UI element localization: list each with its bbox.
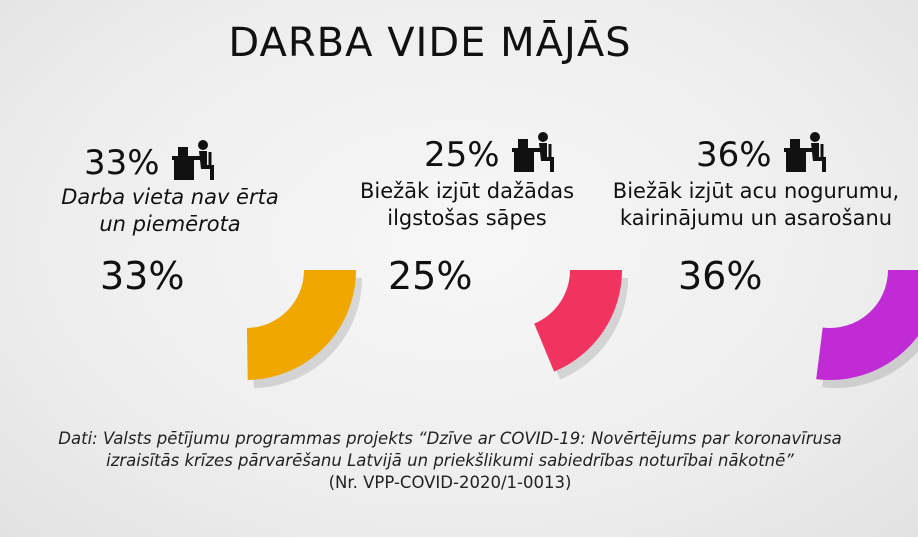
stat-header-2: 25% <box>424 130 558 180</box>
footer-line-3: (Nr. VPP-COVID-2020/1-0013) <box>328 473 572 492</box>
person-at-desk-icon <box>782 130 830 180</box>
ring-segment-3 <box>816 270 918 380</box>
stat-percent-1: 33% <box>84 143 160 183</box>
footer-source-label: Dati: <box>58 429 98 448</box>
person-at-desk-icon <box>510 130 558 180</box>
stat-header-3: 36% <box>696 130 830 180</box>
stat-description-3: Biežāk izjūt acu nogurumu, kairinājumu u… <box>596 178 916 232</box>
footer-line-1-text: Valsts pētījumu programmas projekts “Dzī… <box>102 429 842 448</box>
stat-description-2-line1: Biežāk izjūt dažādas <box>359 179 575 203</box>
footer-line-1: Dati: Valsts pētījumu programmas projekt… <box>0 428 900 450</box>
person-at-desk-icon <box>170 138 218 188</box>
stat-percent-2: 25% <box>424 135 500 175</box>
ring-segment-1 <box>246 270 356 380</box>
stat-description-1: Darba vieta nav ērta un piemērota <box>40 184 300 238</box>
stat-description-3-line2: kairinājumu un asarošanu <box>619 206 893 230</box>
source-footer: Dati: Valsts pētījumu programmas projekt… <box>0 428 900 494</box>
stat-description-2: Biežāk izjūt dažādas ilgstošas sāpes <box>332 178 602 232</box>
page-title: DARBA VIDE MĀJĀS <box>228 20 632 66</box>
ring-percent-1: 33% <box>100 254 185 298</box>
footer-line-2: izraisītās krīzes pārvarēšanu Latvijā un… <box>106 451 794 470</box>
stat-description-2-line2: ilgstošas sāpes <box>387 206 547 230</box>
ring-percent-3: 36% <box>678 254 763 298</box>
ring-segment-2 <box>534 270 622 372</box>
stat-description-3-line1: Biežāk izjūt acu nogurumu, <box>612 179 900 203</box>
stat-description-1-line2: un piemērota <box>99 212 241 236</box>
stat-header-1: 33% <box>84 138 218 188</box>
ring-percent-2: 25% <box>388 254 473 298</box>
stat-description-1-line1: Darba vieta nav ērta <box>61 185 279 209</box>
stat-percent-3: 36% <box>696 135 772 175</box>
